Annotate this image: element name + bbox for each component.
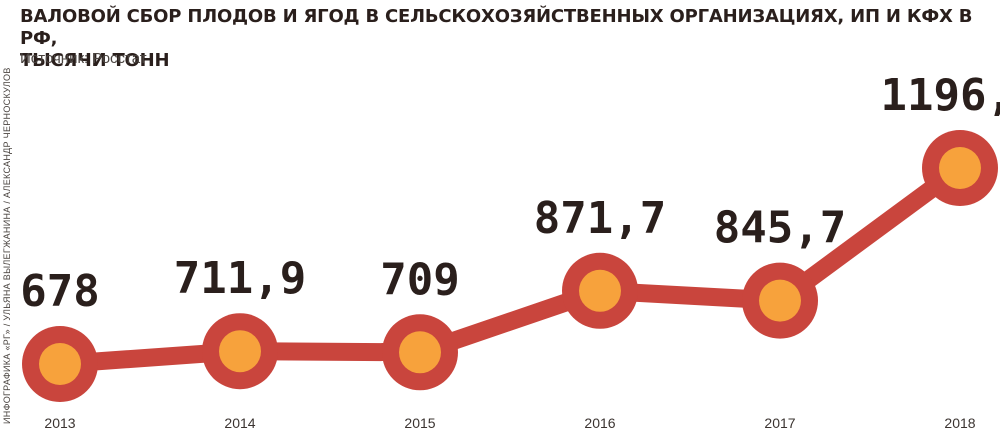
- x-axis-labels-group: 2013 2014 2015 2016 2017 2018: [44, 415, 975, 431]
- data-point: [399, 331, 441, 374]
- x-tick-label: 2015: [404, 415, 435, 431]
- data-point: [39, 343, 81, 385]
- data-point: [579, 269, 621, 312]
- chart-title-line-2: ТЫСЯЧИ ТОНН: [20, 50, 170, 71]
- value-label: 1196,8: [881, 70, 1000, 121]
- x-tick-label: 2014: [224, 415, 255, 431]
- chart-title-line-1: ВАЛОВОЙ СБОР ПЛОДОВ И ЯГОД В СЕЛЬСКОХОЗЯ…: [20, 6, 973, 49]
- chart-title: ВАЛОВОЙ СБОР ПЛОДОВ И ЯГОД В СЕЛЬСКОХОЗЯ…: [20, 6, 980, 72]
- data-point: [939, 147, 981, 189]
- x-tick-label: 2018: [944, 415, 975, 431]
- data-point: [219, 330, 261, 373]
- x-tick-label: 2017: [764, 415, 795, 431]
- markers-group: [22, 130, 998, 402]
- value-labels-group: 678 711,9 709 871,7 845,7 1196,8: [20, 70, 1000, 317]
- x-tick-label: 2016: [584, 415, 615, 431]
- value-label: 678: [20, 266, 99, 317]
- data-point: [759, 279, 801, 322]
- value-label: 709: [380, 254, 459, 305]
- value-label: 845,7: [714, 203, 846, 254]
- chart-source: Источник: Росстат: [20, 50, 147, 67]
- value-label: 711,9: [174, 253, 306, 304]
- value-label: 871,7: [534, 193, 666, 244]
- x-tick-label: 2013: [44, 415, 75, 431]
